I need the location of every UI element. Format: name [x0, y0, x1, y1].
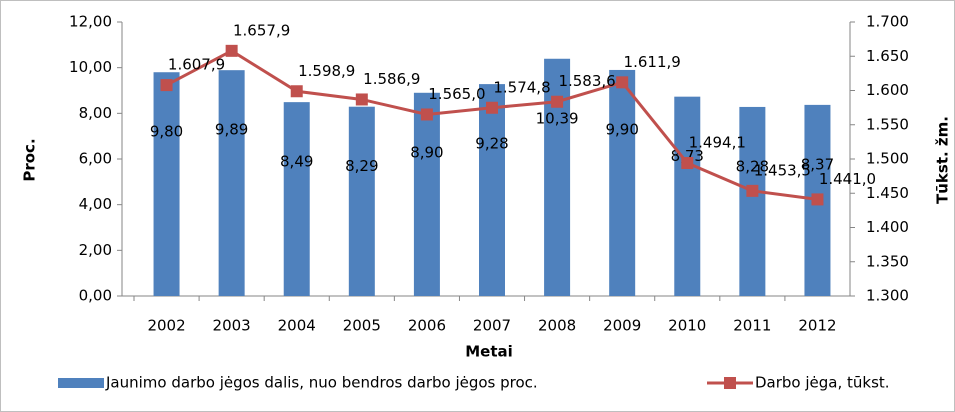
bar-value-label: 8,90: [410, 143, 443, 161]
legend-label: Jaunimo darbo jėgos dalis, nuo bendros d…: [105, 374, 538, 392]
line-marker: [355, 93, 368, 106]
legend-swatch: [58, 378, 104, 388]
bar: [413, 92, 440, 297]
x-tick-label: 2004: [278, 317, 316, 335]
x-tick-label: 2003: [213, 317, 251, 335]
y2-axis-title: Tūkst. žm.: [934, 116, 952, 204]
y-tick-label: 2,00: [79, 241, 112, 259]
bar: [218, 70, 245, 296]
line-marker: [290, 85, 303, 98]
bar: [609, 69, 636, 296]
x-axis-title: Metai: [465, 343, 513, 361]
bar: [674, 96, 701, 296]
bar-value-label: 9,89: [215, 121, 248, 139]
line-marker: [746, 184, 759, 197]
line-marker: [225, 44, 238, 57]
legend-swatch-marker: [724, 377, 736, 389]
line-value-label: 1.586,9: [363, 70, 420, 88]
bar: [479, 84, 505, 297]
y2-tick-label: 1.700: [866, 13, 909, 31]
x-tick-label: 2010: [668, 317, 706, 335]
bar-value-label: 9,80: [150, 123, 183, 141]
x-tick-label: 2005: [343, 317, 381, 335]
line-value-label: 1.657,9: [233, 21, 290, 39]
y-tick-label: 0,00: [79, 287, 112, 305]
y-axis-title: Proc.: [21, 138, 39, 181]
line-marker: [420, 108, 433, 121]
y2-tick-label: 1.650: [866, 47, 909, 65]
x-tick-label: 2012: [798, 317, 836, 335]
x-tick-label: 2011: [733, 317, 771, 335]
y2-tick-label: 1.550: [866, 115, 909, 133]
x-tick-label: 2009: [603, 317, 641, 335]
bar-value-label: 8,29: [345, 157, 378, 175]
line-value-label: 1.494,1: [689, 134, 746, 152]
y-tick-label: 6,00: [79, 150, 112, 168]
line-value-label: 1.598,9: [298, 62, 355, 80]
y-tick-label: 12,00: [69, 13, 112, 31]
x-tick-label: 2002: [147, 317, 185, 335]
bar-value-label: 9,28: [475, 135, 508, 153]
x-tick-label: 2008: [538, 317, 576, 335]
y-tick-label: 8,00: [79, 104, 112, 122]
line-value-label: 1.565,0: [428, 85, 485, 103]
line-marker: [811, 193, 824, 206]
line-value-label: 1.574,8: [493, 78, 550, 96]
bar-value-label: 8,49: [280, 153, 313, 171]
y-tick-label: 4,00: [79, 195, 112, 213]
line-marker: [160, 79, 173, 92]
line-marker: [681, 157, 694, 170]
y2-tick-label: 1.300: [866, 287, 909, 305]
bar-value-label: 10,39: [536, 109, 579, 127]
bar-value-label: 8,37: [801, 155, 834, 173]
x-tick-label: 2007: [473, 317, 511, 335]
line-value-label: 1.607,9: [168, 56, 225, 74]
y2-tick-label: 1.350: [866, 252, 909, 270]
bar-value-label: 9,90: [605, 120, 638, 138]
y2-tick-label: 1.600: [866, 81, 909, 99]
line-value-label: 1.611,9: [624, 53, 681, 71]
legend-label: Darbo jėga, tūkst.: [755, 374, 890, 392]
line-value-label: 1.583,6: [558, 72, 615, 90]
line-value-label: 1.441,0: [819, 170, 876, 188]
y2-tick-label: 1.450: [866, 184, 909, 202]
y-tick-label: 10,00: [69, 58, 112, 76]
line-value-label: 1.453,5: [754, 161, 811, 179]
bar: [739, 106, 766, 296]
bar: [283, 102, 310, 297]
bar: [153, 72, 180, 296]
line-marker: [616, 76, 629, 89]
x-tick-label: 2006: [408, 317, 446, 335]
line-marker: [551, 95, 564, 108]
line-marker: [486, 101, 498, 114]
y2-tick-label: 1.500: [866, 150, 909, 168]
bar-value-label: 8,28: [736, 157, 769, 175]
bar: [348, 106, 375, 296]
y2-tick-label: 1.400: [866, 218, 909, 236]
